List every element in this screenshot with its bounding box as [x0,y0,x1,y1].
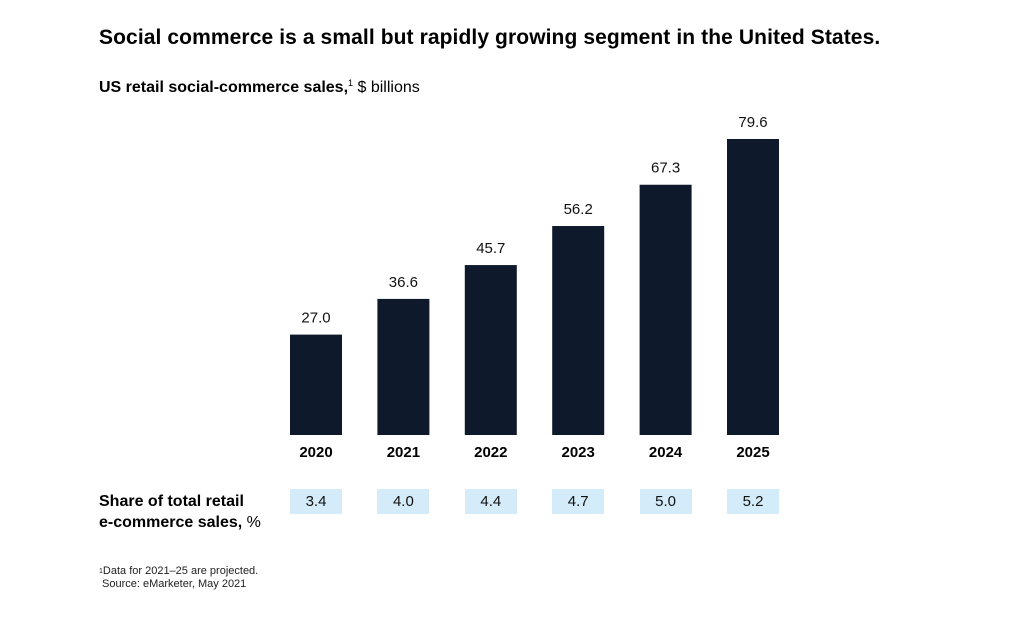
footnote-source: Source: eMarketer, May 2021 [102,578,247,590]
category-label-2023: 2023 [562,444,595,461]
footnote-marker: 1 [99,568,103,575]
share-label-line1: Share of total retail [99,493,244,510]
bar-2020 [290,334,342,435]
chart-subtitle: US retail social-commerce sales,1 $ bill… [99,78,420,97]
bar-2025 [727,139,779,435]
category-label-2024: 2024 [649,444,683,461]
share-value-2025: 5.2 [727,489,779,514]
value-label-2020: 27.0 [301,310,330,327]
share-row-label: Share of total retail e-commerce sales, … [99,491,261,533]
value-label-2022: 45.7 [476,240,505,257]
subtitle-unit: $ billions [353,79,420,96]
bar-group [290,139,779,435]
share-value-2024: 5.0 [639,489,692,514]
value-label-2025: 79.6 [738,114,767,131]
share-label-line2: e-commerce sales, [99,514,243,531]
footnote-projection-text: Data for 2021–25 are projected. [102,565,259,577]
category-label-2020: 2020 [299,444,332,461]
footnote: 1Data for 2021–25 are projected. Source:… [99,565,258,591]
bar-2022 [464,265,517,435]
subtitle-measure: US retail social-commerce sales, [99,79,349,96]
bar-2023 [552,226,605,435]
category-label-2022: 2022 [474,444,507,461]
share-value-2021: 4.0 [377,489,430,514]
category-label-2021: 2021 [387,444,420,461]
share-label-unit: % [242,514,261,531]
value-label-2021: 36.6 [389,274,418,291]
share-value-2023: 4.7 [552,489,605,514]
value-label-group: 27.0 36.6 45.7 56.2 67.3 79.6 [301,114,767,327]
chart-title: Social commerce is a small but rapidly g… [99,26,881,49]
bar-chart: 27.036.645.756.267.379.6 2020 2021 2022 202… [290,114,779,461]
share-value-2022: 4.4 [464,489,517,514]
category-label-2025: 2025 [736,444,769,461]
value-label-2023: 56.2 [564,201,593,218]
footnote-projection: 1Data for 2021–25 are projected. [99,565,258,578]
share-value-2020: 3.4 [290,489,342,514]
subtitle-footnote-marker: 1 [348,78,354,88]
category-label-group: 2020 2021 2022 2023 2024 2025 [299,444,769,461]
bar-2021 [377,298,430,435]
bar-2024 [639,184,692,435]
value-label-2024: 67.3 [651,160,680,177]
